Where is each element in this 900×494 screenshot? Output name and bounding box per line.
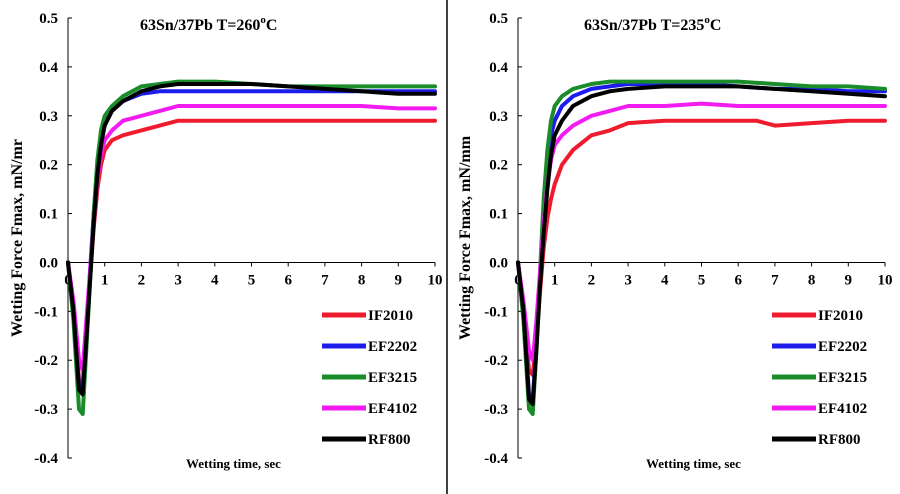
y-tick-label: -0.3 (484, 402, 508, 418)
x-tick-label: 7 (771, 272, 779, 288)
x-tick-label: 3 (624, 272, 632, 288)
legend-label-ef2202: EF2202 (818, 339, 867, 355)
x-tick-label: 10 (878, 272, 893, 288)
y-tick-label: -0.2 (34, 353, 58, 369)
legend-label-rf800: RF800 (368, 432, 411, 448)
x-tick-label: 4 (211, 272, 219, 288)
x-tick-label: 7 (321, 272, 329, 288)
chart-title: 63Sn/37Pb T=260oC (140, 14, 277, 34)
x-tick-label: 1 (551, 272, 559, 288)
legend-label-if2010: IF2010 (368, 308, 413, 324)
series-line-ef4102 (516, 101, 887, 363)
y-tick-label: 0.3 (39, 109, 58, 125)
y-tick-label: 0.5 (39, 11, 58, 27)
legend-label-ef2202: EF2202 (368, 339, 417, 355)
y-tick-label: 0.1 (489, 207, 508, 223)
y-tick-label: 0.4 (489, 60, 508, 76)
x-tick-label: 8 (808, 272, 816, 288)
y-tick-label: 0.3 (489, 109, 508, 125)
y-tick-label: -0.2 (484, 353, 508, 369)
y-tick-label: 0.2 (39, 158, 58, 174)
chart-panel-left: -0.4-0.3-0.2-0.10.00.10.20.30.40.50 1 2 3 4 5… (9, 11, 443, 471)
x-tick-label: 4 (661, 272, 669, 288)
legend-label-ef3215: EF3215 (818, 370, 867, 386)
x-tick-label: 8 (358, 272, 366, 288)
x-tick-label: 5 (248, 272, 256, 288)
legend-label-ef4102: EF4102 (818, 401, 867, 417)
legend-label-ef3215: EF3215 (368, 370, 417, 386)
y-tick-label: 0.0 (489, 255, 508, 271)
legend-label-rf800: RF800 (818, 432, 861, 448)
series-line-rf800 (516, 84, 887, 407)
x-tick-label: 6 (734, 272, 742, 288)
y-axis-label: Wetting Force Fmax, mN/mr (9, 139, 26, 337)
y-tick-label: 0.1 (39, 207, 58, 223)
y-tick-label: 0.5 (489, 11, 508, 27)
chart-panel-right: -0.4-0.3-0.2-0.10.00.10.20.30.40.50 1 2 3 4 5… (457, 11, 893, 471)
y-tick-label: 0.0 (39, 255, 58, 271)
y-axis-label: Wetting Force Fmax, mN/mm (457, 135, 474, 340)
chart-title: 63Sn/37Pb T=235oC (584, 14, 721, 34)
x-tick-label: 2 (588, 272, 596, 288)
legend-label-ef4102: EF4102 (368, 401, 417, 417)
x-axis-label: Wetting time, sec (646, 456, 741, 471)
y-tick-label: -0.1 (484, 304, 508, 320)
x-tick-label: 9 (845, 272, 853, 288)
x-tick-label: 10 (428, 272, 443, 288)
legend-label-if2010: IF2010 (818, 308, 863, 324)
y-tick-label: -0.3 (34, 402, 58, 418)
x-tick-label: 3 (174, 272, 182, 288)
y-tick-label: 0.2 (489, 158, 508, 174)
x-tick-label: 2 (138, 272, 146, 288)
y-tick-label: -0.4 (484, 451, 508, 467)
x-tick-label: 5 (698, 272, 706, 288)
x-tick-label: 9 (395, 272, 403, 288)
x-axis-label: Wetting time, sec (186, 456, 281, 471)
y-tick-label: 0.4 (39, 60, 58, 76)
y-tick-label: -0.4 (34, 451, 58, 467)
y-tick-label: -0.1 (34, 304, 58, 320)
x-tick-label: 1 (101, 272, 109, 288)
series-line-rf800 (66, 82, 437, 397)
x-tick-label: 6 (284, 272, 292, 288)
